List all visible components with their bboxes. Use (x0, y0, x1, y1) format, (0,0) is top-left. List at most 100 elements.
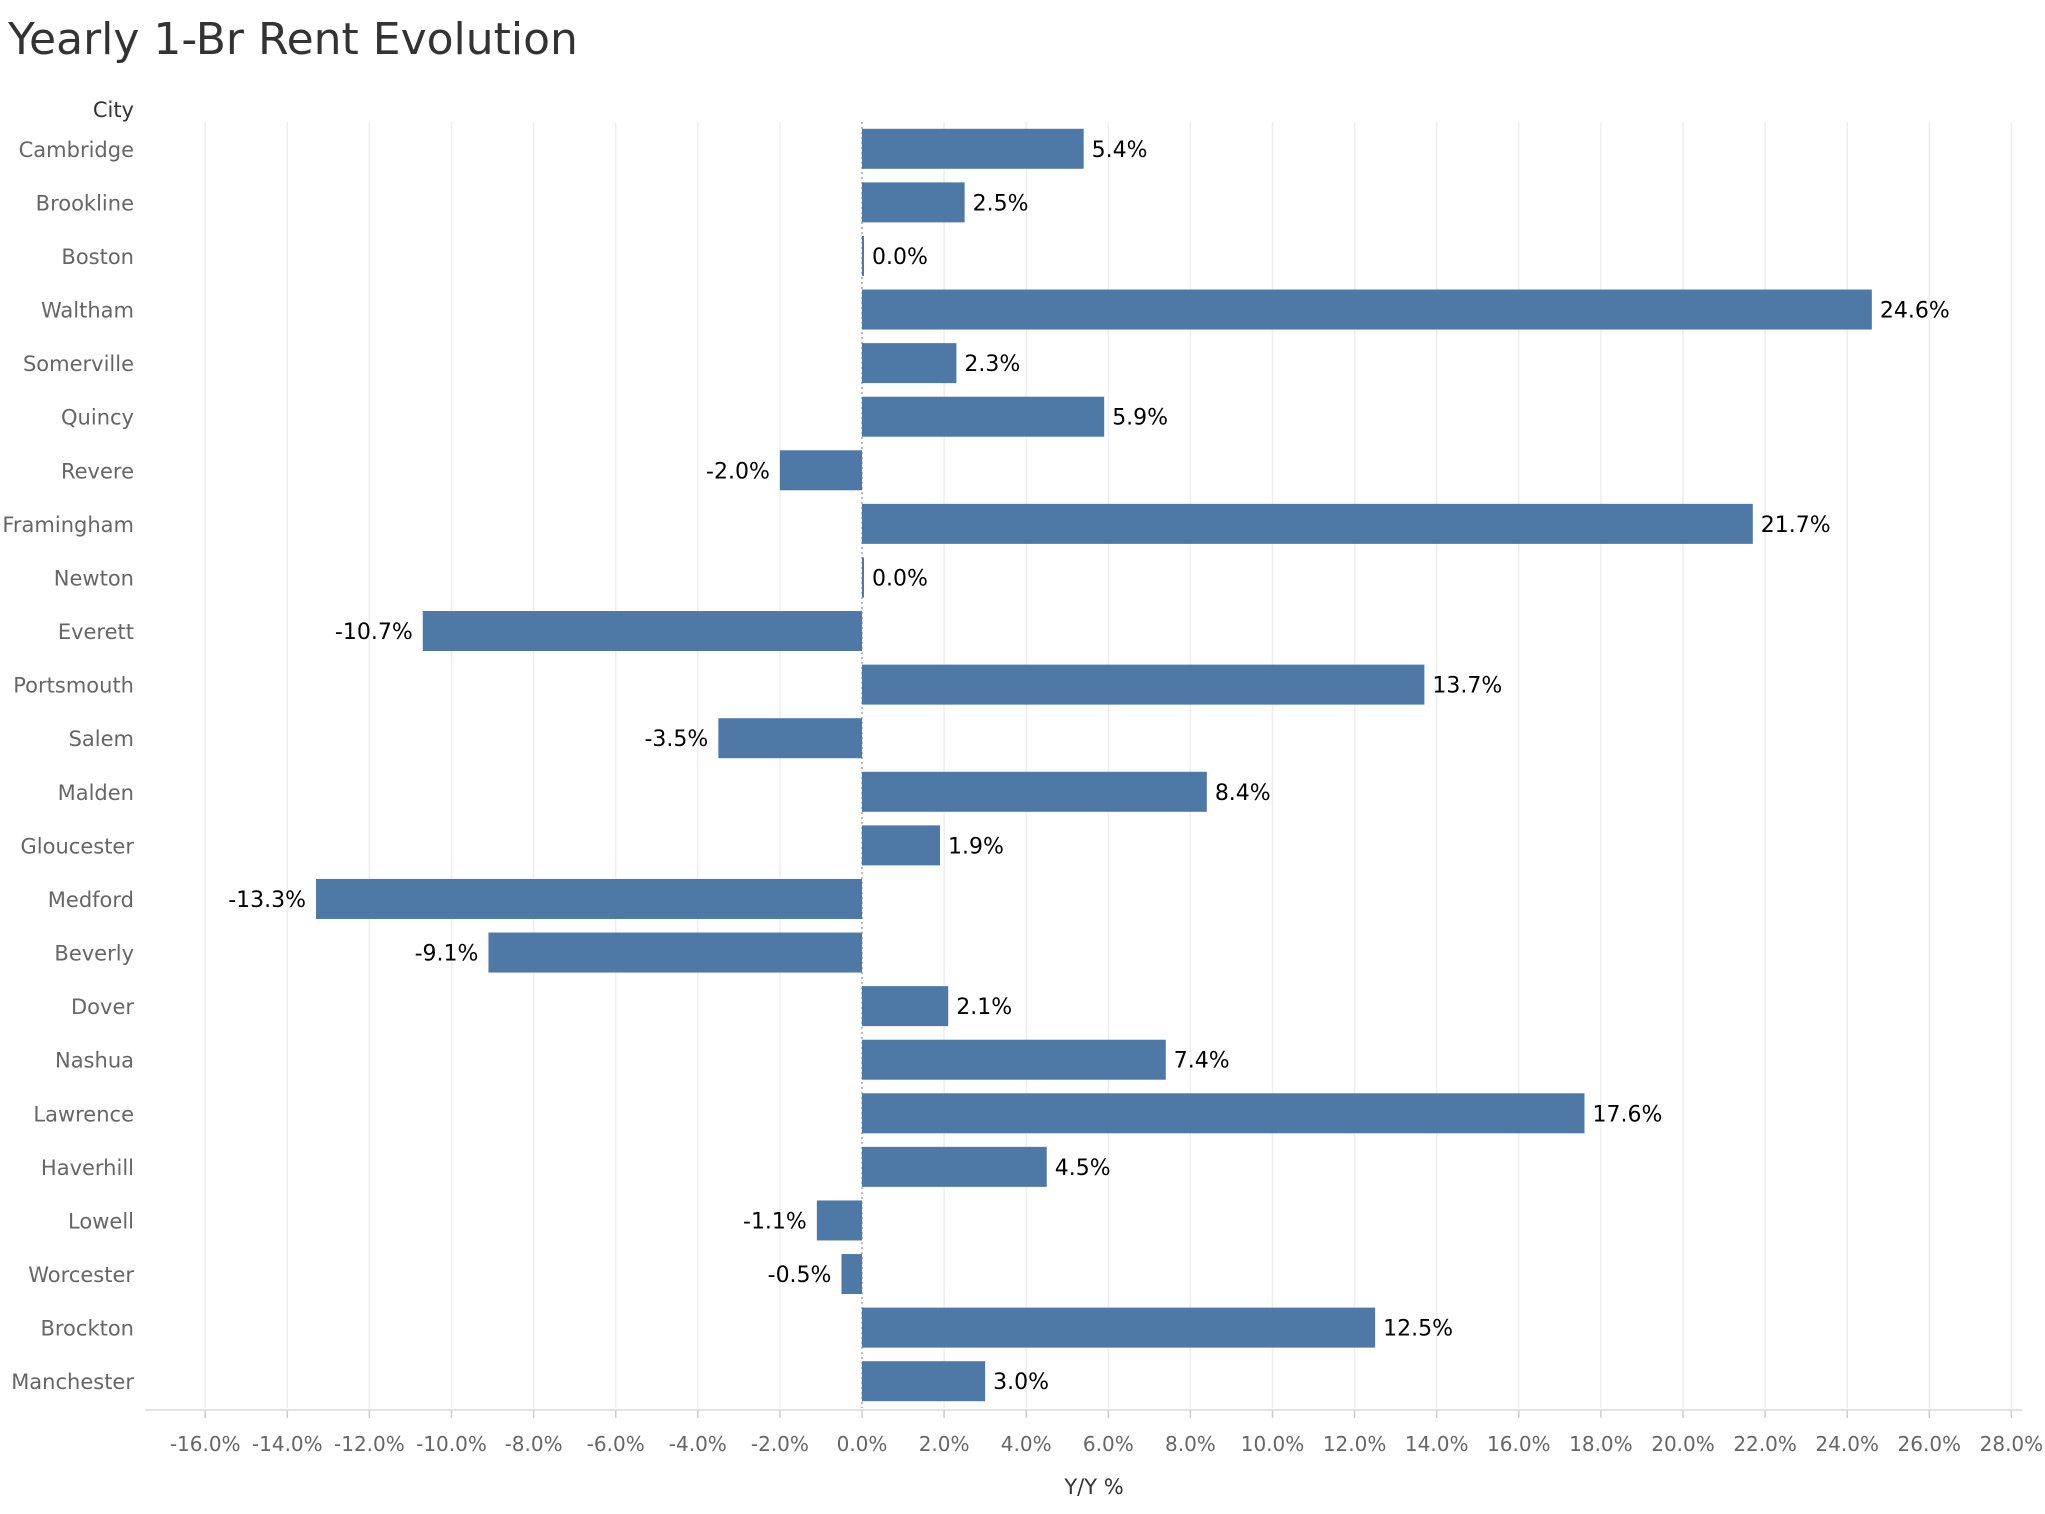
y-tick-label: Gloucester (21, 834, 135, 858)
bar (862, 1361, 986, 1402)
data-label: -2.0% (706, 459, 770, 484)
bar (862, 664, 1425, 705)
grid-layer (204, 122, 2013, 1408)
y-tick-label: Newton (54, 566, 134, 590)
data-label: 0.0% (872, 245, 928, 270)
x-tick-label: -10.0% (416, 1432, 487, 1456)
bar (862, 825, 940, 866)
x-tick-label: 2.0% (919, 1432, 970, 1456)
y-tick-label: Boston (61, 245, 134, 269)
data-label: 2.3% (964, 352, 1020, 377)
bar (862, 503, 1753, 544)
y-tick-label: Lawrence (33, 1102, 134, 1126)
y-tick-label: Nashua (55, 1049, 134, 1073)
bar (862, 128, 1084, 169)
x-tick-label: 20.0% (1651, 1432, 1715, 1456)
y-tick-label: Haverhill (41, 1156, 134, 1180)
y-tick-label: Somerville (23, 352, 134, 376)
bar (488, 932, 862, 973)
data-label: 5.4% (1092, 138, 1148, 163)
bar (862, 1307, 1376, 1348)
data-label: 21.7% (1761, 513, 1831, 538)
bar (862, 557, 864, 598)
y-tick-label: Beverly (54, 942, 134, 966)
x-tick-label: -12.0% (334, 1432, 405, 1456)
y-tick-label: Lowell (68, 1209, 134, 1233)
y-tick-label: Brockton (40, 1317, 134, 1341)
bar (862, 1146, 1047, 1187)
data-label: 17.6% (1592, 1102, 1662, 1127)
x-tick-label: 24.0% (1815, 1432, 1879, 1456)
y-tick-label: Malden (58, 781, 134, 805)
data-label: -3.5% (644, 727, 708, 752)
x-tick-label: 22.0% (1733, 1432, 1797, 1456)
x-tick-label: -6.0% (587, 1432, 645, 1456)
data-label: 4.5% (1055, 1156, 1111, 1181)
bar (862, 1093, 1585, 1134)
row-header: City (93, 98, 134, 122)
bar (862, 182, 965, 223)
bar (862, 343, 957, 384)
bar (316, 878, 862, 919)
x-tick-label: 0.0% (837, 1432, 888, 1456)
data-label: -10.7% (335, 620, 413, 645)
x-tick-label: -2.0% (751, 1432, 809, 1456)
y-tick-label: Waltham (41, 299, 134, 323)
bar (816, 1200, 862, 1241)
data-label: 3.0% (993, 1370, 1049, 1395)
x-axis-title: Y/Y % (1063, 1475, 1123, 1499)
y-tick-layer: Cambridge Brookline Boston Waltham Somervill… (2, 138, 134, 1394)
bar (422, 611, 862, 652)
data-label: -1.1% (743, 1209, 807, 1234)
y-tick-label: Portsmouth (13, 674, 134, 698)
data-label: 13.7% (1432, 674, 1502, 699)
data-label: 7.4% (1174, 1049, 1230, 1074)
bar (779, 450, 862, 491)
data-label: 8.4% (1215, 781, 1271, 806)
data-label: 0.0% (872, 566, 928, 591)
y-tick-label: Brookline (36, 191, 134, 215)
y-tick-label: Medford (48, 888, 134, 912)
y-tick-label: Cambridge (19, 138, 134, 162)
data-label: 1.9% (948, 834, 1004, 859)
y-tick-label: Everett (58, 620, 134, 644)
y-tick-label: Worcester (28, 1263, 134, 1287)
y-tick-label: Dover (71, 995, 134, 1019)
x-tick-label: 10.0% (1241, 1432, 1305, 1456)
data-label: 12.5% (1383, 1317, 1453, 1342)
chart-title: Yearly 1-Br Rent Evolution (8, 14, 578, 65)
x-tick-label: 28.0% (1980, 1432, 2044, 1456)
bar (862, 771, 1207, 812)
x-tick-layer: -16.0% -14.0% -12.0% -10.0% -8.0% -6.0% -4.0% -… (145, 1409, 2044, 1456)
x-tick-label: 8.0% (1165, 1432, 1216, 1456)
bar (841, 1254, 862, 1295)
y-tick-label: Revere (61, 459, 134, 483)
bar (862, 396, 1105, 437)
data-label: 2.1% (956, 995, 1012, 1020)
bar (862, 1039, 1166, 1080)
x-tick-label: 12.0% (1323, 1432, 1387, 1456)
y-tick-label: Salem (69, 727, 134, 751)
bar-layer: 5.4% 2.5% 0.0% 24.6% 2.3% 5.9% -2.0% 21.7% 0.0% -… (228, 128, 1950, 1402)
data-label: 2.5% (973, 191, 1029, 216)
bar (862, 289, 1872, 330)
x-tick-label: 18.0% (1569, 1432, 1633, 1456)
x-tick-label: -14.0% (252, 1432, 323, 1456)
x-tick-label: 16.0% (1487, 1432, 1551, 1456)
x-tick-label: 26.0% (1898, 1432, 1962, 1456)
bar (862, 986, 949, 1027)
data-label: 5.9% (1112, 406, 1168, 431)
x-tick-label: 4.0% (1001, 1432, 1052, 1456)
data-label: -9.1% (415, 942, 479, 967)
x-tick-label: -16.0% (170, 1432, 241, 1456)
x-tick-label: 6.0% (1083, 1432, 1134, 1456)
data-label: -13.3% (228, 888, 306, 913)
x-tick-label: -4.0% (669, 1432, 727, 1456)
x-tick-label: 14.0% (1405, 1432, 1469, 1456)
bar (718, 718, 862, 759)
y-tick-label: Framingham (2, 513, 134, 537)
y-tick-label: Manchester (11, 1370, 134, 1394)
data-label: -0.5% (768, 1263, 832, 1288)
data-label: 24.6% (1880, 299, 1950, 324)
